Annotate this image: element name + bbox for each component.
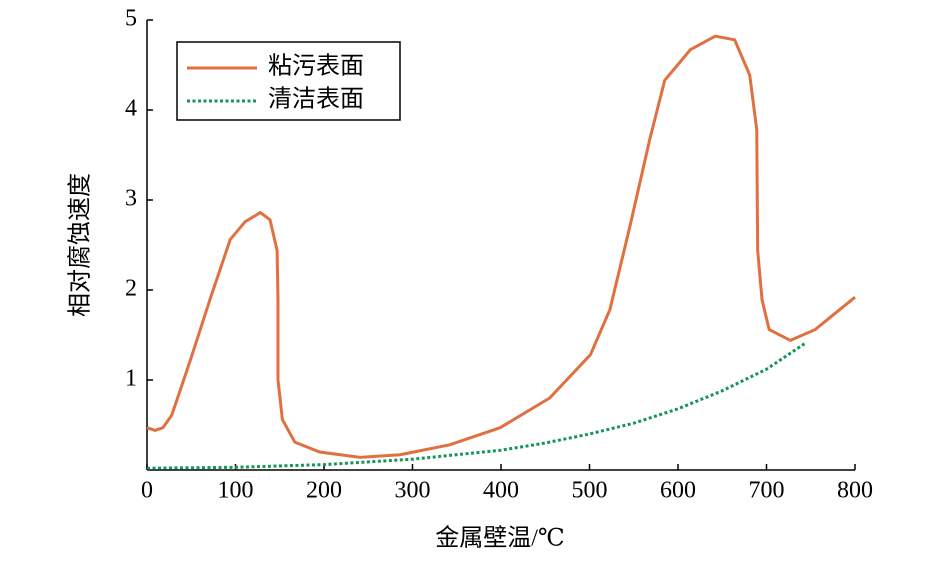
y-tick-label: 3 (125, 186, 137, 212)
legend (176, 41, 401, 121)
x-tick-label: 0 (141, 478, 153, 504)
legend-label: 粘污表面 (268, 53, 364, 80)
x-axis-label: 金属壁温/℃ (435, 525, 565, 552)
x-tick-label: 500 (572, 478, 608, 504)
y-tick-label: 2 (125, 276, 137, 302)
x-tick-label: 400 (483, 478, 519, 504)
x-tick-label: 100 (218, 478, 254, 504)
x-tick-label: 200 (306, 478, 342, 504)
y-tick-label: 4 (125, 96, 137, 122)
x-tick-label: 800 (837, 478, 873, 504)
series-line (146, 34, 856, 459)
y-tick-label: 5 (125, 6, 137, 32)
series-line (146, 341, 807, 470)
x-tick-label: 700 (749, 478, 785, 504)
x-tick-label: 600 (660, 478, 696, 504)
y-axis-label: 相对腐蚀速度 (67, 173, 94, 317)
x-tick-label: 300 (395, 478, 431, 504)
legend-label: 清洁表面 (268, 86, 364, 113)
y-tick-label: 1 (125, 366, 137, 392)
